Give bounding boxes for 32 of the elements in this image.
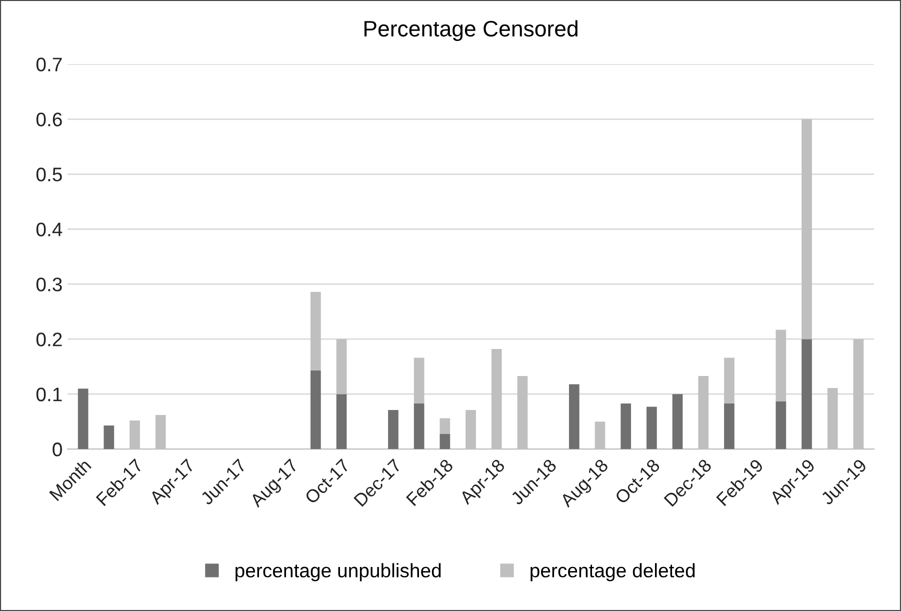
bar (568, 384, 580, 450)
bar (414, 403, 424, 450)
y-tick-label: 0.3 (36, 278, 62, 292)
bar (440, 434, 450, 450)
y-tick-label: 0.4 (36, 222, 62, 236)
bar (388, 410, 398, 450)
bar (802, 339, 812, 450)
chart-title: Percentage Censored (364, 20, 578, 41)
bar (78, 388, 88, 450)
bar (414, 358, 424, 404)
y-tick-label: 0.6 (36, 112, 62, 126)
y-tick-label: 0.7 (36, 58, 62, 72)
y-tick-label: 0.1 (36, 388, 62, 402)
bar (336, 394, 347, 450)
bar (724, 358, 734, 404)
bar (336, 339, 347, 394)
bar (440, 418, 450, 434)
bar (310, 292, 321, 370)
bar (724, 403, 734, 450)
y-tick-label: 0.2 (36, 332, 62, 346)
bar (802, 119, 812, 340)
bar (672, 394, 683, 450)
bar (104, 425, 114, 450)
y-tick-label: 0.5 (36, 168, 62, 182)
bar (776, 330, 786, 402)
legend-label: percentage deleted (530, 563, 695, 582)
bar (646, 406, 657, 450)
y-tick-label: 0 (52, 442, 62, 456)
bar (310, 370, 321, 450)
legend-label: percentage unpublished (236, 563, 441, 582)
bar (776, 401, 786, 450)
bar (620, 403, 632, 450)
